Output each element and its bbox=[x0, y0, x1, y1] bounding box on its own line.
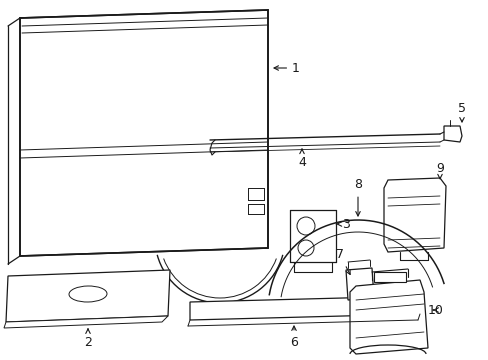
Text: 7: 7 bbox=[335, 248, 349, 274]
Text: 10: 10 bbox=[427, 303, 443, 316]
Polygon shape bbox=[349, 280, 427, 354]
Text: 1: 1 bbox=[273, 62, 299, 75]
Polygon shape bbox=[6, 270, 170, 322]
Text: 5: 5 bbox=[457, 102, 465, 122]
Text: 3: 3 bbox=[336, 217, 349, 230]
Polygon shape bbox=[346, 268, 373, 300]
Text: 8: 8 bbox=[353, 179, 361, 216]
Ellipse shape bbox=[69, 286, 107, 302]
Polygon shape bbox=[383, 178, 445, 252]
Polygon shape bbox=[443, 126, 461, 142]
Text: 4: 4 bbox=[298, 149, 305, 168]
Text: 6: 6 bbox=[289, 326, 297, 348]
Polygon shape bbox=[190, 296, 419, 320]
Polygon shape bbox=[20, 10, 267, 256]
FancyBboxPatch shape bbox=[373, 272, 405, 282]
Text: 9: 9 bbox=[435, 162, 443, 179]
Text: 2: 2 bbox=[84, 329, 92, 348]
Polygon shape bbox=[4, 316, 168, 328]
